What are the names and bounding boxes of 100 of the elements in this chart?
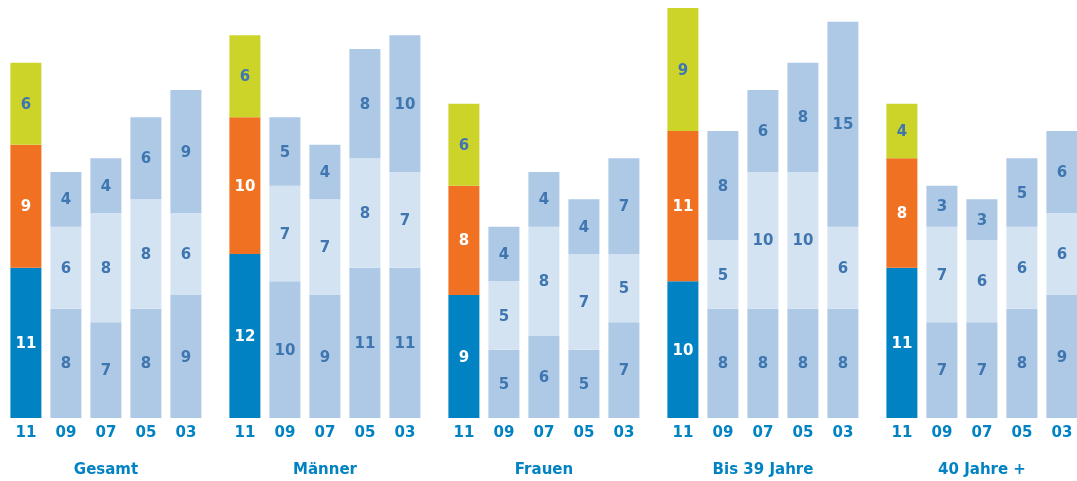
data-label: 8 [717, 354, 729, 373]
data-label: 9 [20, 197, 32, 216]
bar [926, 185, 958, 227]
data-label: 6 [757, 122, 769, 140]
x-tick-label: 09 [55, 422, 77, 441]
data-label: 8 [100, 258, 112, 277]
bar [170, 90, 202, 213]
bar [448, 295, 480, 418]
bar [309, 295, 341, 418]
bar [747, 90, 779, 172]
bar [926, 322, 958, 418]
x-tick-label: 07 [752, 422, 774, 441]
data-label: 7 [618, 361, 630, 380]
bar [667, 131, 699, 282]
bar [827, 226, 859, 309]
x-tick-label: 03 [1051, 422, 1073, 441]
x-tick-label: 11 [15, 422, 37, 441]
data-label: 8 [717, 176, 729, 195]
x-tick-label: 07 [971, 422, 993, 441]
data-label: 8 [359, 204, 371, 222]
data-label: 10 [394, 94, 416, 113]
bar [707, 308, 739, 418]
data-label: 8 [896, 204, 908, 222]
bar [488, 349, 520, 418]
x-tick-label: 03 [175, 422, 197, 441]
x-tick-label: 09 [274, 422, 296, 441]
data-label: 11 [891, 333, 913, 352]
data-label: 7 [100, 361, 112, 380]
x-tick-label: 11 [891, 422, 913, 441]
bar [389, 35, 421, 172]
x-tick-label: 05 [354, 422, 376, 441]
data-label: 15 [832, 115, 854, 134]
bar [747, 172, 779, 309]
bar [130, 199, 162, 309]
data-label: 4 [100, 176, 112, 195]
data-label: 6 [180, 245, 192, 263]
data-label: 6 [239, 67, 251, 86]
x-tick-label: 05 [1011, 422, 1033, 441]
data-label: 9 [458, 347, 470, 366]
x-axis-title: Bis 39 Jahre [712, 460, 814, 478]
data-label: 5 [717, 265, 729, 284]
bar [787, 308, 819, 418]
bar [269, 185, 301, 282]
bar [1046, 295, 1077, 418]
bar [608, 158, 640, 254]
data-label: 8 [797, 354, 809, 373]
data-label: 4 [60, 190, 72, 209]
data-label: 7 [578, 292, 590, 311]
bar [568, 254, 600, 350]
bar [1006, 226, 1038, 309]
bar [1006, 158, 1038, 227]
bar [747, 308, 779, 418]
x-tick-label: 09 [493, 422, 515, 441]
data-label: 8 [538, 272, 550, 291]
data-label: 9 [180, 347, 192, 366]
data-label: 9 [319, 347, 331, 366]
data-label: 4 [896, 122, 908, 140]
data-label: 7 [279, 224, 291, 243]
bar [309, 144, 341, 200]
data-label: 7 [976, 361, 988, 380]
x-tick-label: 05 [792, 422, 814, 441]
bar [10, 144, 42, 268]
bar [269, 281, 301, 418]
bar [229, 254, 261, 418]
data-label: 4 [538, 190, 550, 209]
bar [1046, 213, 1077, 295]
bar [707, 240, 739, 309]
bar [886, 267, 918, 418]
x-tick-label: 09 [931, 422, 953, 441]
bar [707, 131, 739, 241]
data-label: 6 [1056, 163, 1068, 181]
data-label: 10 [672, 340, 694, 359]
x-tick-label: 05 [573, 422, 595, 441]
bar [966, 199, 998, 241]
bar [448, 103, 480, 186]
data-label: 10 [752, 231, 774, 250]
x-tick-label: 11 [453, 422, 475, 441]
bar [667, 281, 699, 418]
bar [886, 103, 918, 159]
bar [170, 295, 202, 418]
data-label: 5 [618, 279, 630, 298]
data-label: 7 [618, 197, 630, 216]
data-label: 6 [140, 149, 152, 168]
bar [10, 62, 42, 145]
x-axis-title: Männer [293, 460, 358, 478]
data-label: 6 [20, 94, 32, 113]
data-label: 9 [1056, 347, 1068, 366]
bar [50, 226, 82, 309]
data-label: 7 [399, 210, 411, 229]
bar [966, 240, 998, 323]
bar [50, 172, 82, 227]
x-tick-label: 03 [613, 422, 635, 441]
data-label: 12 [234, 327, 256, 345]
data-label: 11 [354, 333, 376, 352]
data-label: 4 [578, 217, 590, 236]
x-tick-label: 05 [135, 422, 157, 441]
bar [787, 62, 819, 172]
data-label: 8 [797, 108, 809, 127]
x-tick-label: 07 [533, 422, 555, 441]
bar [10, 267, 42, 418]
